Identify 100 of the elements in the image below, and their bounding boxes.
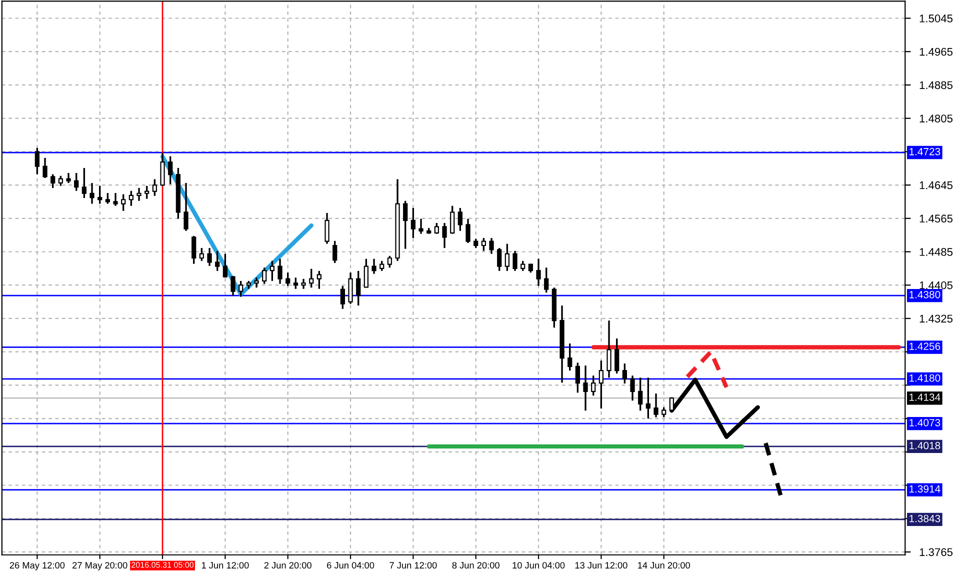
candlestick — [152, 178, 157, 197]
ref-line-label: 1.4723 — [910, 148, 940, 156]
x-tick-label: 8 Jun 20:00 — [452, 562, 500, 569]
x-tick-label: 2016.05.31 05:00 — [132, 562, 194, 568]
candlestick — [614, 338, 620, 374]
candlestick — [105, 192, 110, 205]
candlestick — [372, 258, 376, 275]
candlestick — [630, 374, 635, 402]
x-tick-label: 2 Jun 20:00 — [264, 562, 312, 569]
candlestick — [504, 242, 510, 272]
candlestick — [466, 218, 470, 244]
y-tick-label: 1.4565 — [920, 214, 953, 223]
candlestick — [207, 247, 212, 267]
y-tick-label: 1.4885 — [920, 81, 953, 90]
ref-line-label: 1.4073 — [910, 418, 940, 426]
candlestick — [638, 376, 643, 412]
candlestick — [403, 200, 408, 250]
candlestick — [512, 250, 518, 272]
y-tick-label: 1.4645 — [920, 181, 953, 190]
candlestick — [324, 212, 330, 245]
candlestick — [583, 364, 588, 412]
candlestick — [144, 185, 150, 200]
candlestick — [98, 185, 102, 205]
candlestick — [481, 237, 486, 252]
candlestick — [184, 182, 188, 232]
candlestick — [90, 182, 94, 205]
candlestick — [332, 240, 338, 264]
candlestick — [136, 187, 142, 202]
candlestick — [82, 167, 86, 199]
x-tick-label: 13 Jun 12:00 — [575, 562, 628, 569]
candlestick — [238, 280, 244, 298]
candlestick — [489, 237, 494, 255]
candlestick — [575, 362, 580, 394]
candlestick — [262, 266, 267, 285]
candlestick — [340, 285, 345, 310]
candlestick — [622, 362, 627, 384]
candlestick — [74, 172, 79, 192]
y-tick-label: 1.4965 — [920, 48, 953, 56]
x-tick-label: 14 Jun 20:00 — [638, 562, 690, 569]
x-tick-label: 7 Jun 12:00 — [390, 562, 437, 569]
ref-line-label: 1.3914 — [910, 485, 940, 493]
candlestick — [442, 222, 447, 249]
x-tick-label: 27 May 20:00 — [72, 562, 128, 570]
candlestick — [348, 272, 353, 305]
candlestick — [42, 157, 48, 179]
candlestick — [380, 260, 384, 272]
candlestick — [497, 247, 502, 272]
candlestick — [410, 207, 416, 239]
candlestick — [654, 392, 658, 418]
ref-line-label: 1.4180 — [910, 374, 940, 382]
candlestick — [199, 247, 204, 262]
candlestick — [301, 278, 306, 290]
candlestick — [293, 276, 298, 290]
y-tick-label: 1.4325 — [920, 314, 953, 323]
ref-line-label: 1.4256 — [910, 342, 940, 350]
candlestick — [606, 320, 612, 379]
candlestick — [544, 266, 549, 294]
x-tick-label: 6 Jun 04:00 — [327, 562, 374, 569]
candlestick — [434, 222, 439, 235]
y-tick-label: 1.5045 — [920, 14, 953, 22]
x-tick-label: 1 Jun 12:00 — [202, 562, 249, 569]
candlestick — [168, 155, 173, 186]
candlestick — [254, 276, 259, 288]
candlestick — [286, 272, 290, 287]
y-tick-label: 1.4485 — [920, 248, 953, 256]
candlestick — [316, 270, 322, 290]
candlestick — [50, 173, 56, 189]
candlestick — [66, 172, 71, 184]
x-tick-label: 26 May 12:00 — [10, 562, 65, 570]
x-tick-label: 10 Jun 04:00 — [512, 562, 565, 569]
candlestick — [662, 406, 666, 418]
candlestick — [568, 342, 572, 372]
candlestick — [598, 360, 604, 410]
candlestick — [646, 376, 650, 420]
candlestick — [278, 258, 282, 285]
y-tick-label: 1.4405 — [920, 281, 953, 290]
candlestick — [356, 270, 361, 306]
ref-line-label: 1.3843 — [910, 514, 940, 522]
candlestick — [418, 218, 424, 235]
candlestick — [458, 207, 462, 232]
candlestick — [34, 147, 40, 176]
candlestick — [192, 235, 196, 265]
candlestick — [160, 152, 165, 187]
candlestick — [364, 258, 368, 288]
candlestick — [230, 275, 236, 296]
candlestick — [450, 205, 455, 235]
ref-line-label: 1.4134 — [910, 394, 940, 401]
y-tick-label: 1.4805 — [920, 114, 953, 122]
candlestick — [222, 253, 228, 278]
candlestick — [128, 190, 134, 207]
candlestick — [121, 193, 126, 212]
candlestick — [536, 258, 541, 287]
candlestick — [270, 260, 274, 282]
candlestick — [474, 238, 478, 249]
ref-line-label: 1.4380 — [910, 290, 940, 298]
candlestick — [58, 175, 63, 187]
candlestick — [387, 255, 392, 268]
candlestick — [520, 260, 526, 272]
candlestick — [309, 268, 314, 288]
y-tick-label: 1.3765 — [920, 548, 953, 556]
